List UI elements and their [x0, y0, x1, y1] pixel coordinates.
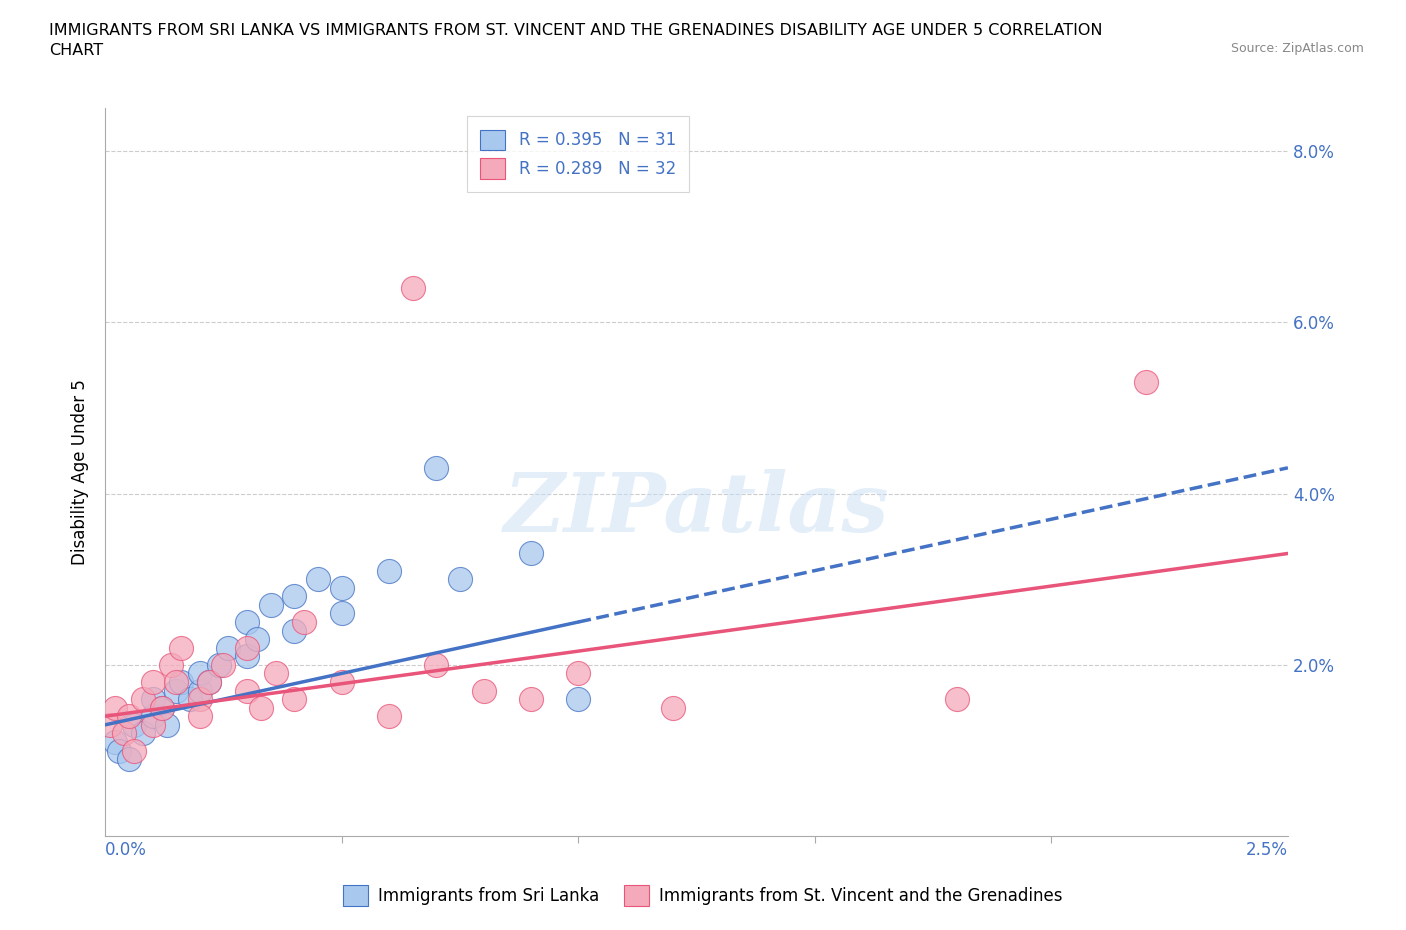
Text: 2.5%: 2.5%	[1246, 842, 1288, 859]
Point	[198, 674, 221, 689]
Point	[330, 606, 353, 621]
Text: ZIPatlas: ZIPatlas	[503, 469, 890, 549]
Legend: Immigrants from Sri Lanka, Immigrants from St. Vincent and the Grenadines: Immigrants from Sri Lanka, Immigrants fr…	[336, 879, 1070, 912]
Point	[330, 674, 353, 689]
Point	[250, 700, 273, 715]
Point	[212, 658, 235, 672]
Point	[236, 615, 259, 630]
Point	[307, 572, 329, 587]
Point	[236, 649, 259, 664]
Point	[217, 640, 239, 655]
Point	[520, 692, 543, 707]
Point	[567, 666, 589, 681]
Point	[378, 564, 401, 578]
Point	[567, 692, 589, 707]
Point	[165, 674, 187, 689]
Point	[188, 684, 211, 698]
Point	[945, 692, 967, 707]
Point	[208, 658, 231, 672]
Point	[141, 709, 163, 724]
Point	[246, 631, 269, 646]
Point	[425, 658, 447, 672]
Point	[264, 666, 287, 681]
Point	[449, 572, 471, 587]
Point	[236, 640, 259, 655]
Point	[1135, 375, 1157, 390]
Point	[472, 684, 495, 698]
Point	[170, 640, 193, 655]
Y-axis label: Disability Age Under 5: Disability Age Under 5	[72, 379, 89, 565]
Point	[141, 717, 163, 732]
Point	[179, 692, 201, 707]
Point	[104, 735, 127, 750]
Point	[283, 692, 305, 707]
Text: 0.0%: 0.0%	[105, 842, 148, 859]
Point	[132, 726, 155, 741]
Point	[188, 709, 211, 724]
Text: Source: ZipAtlas.com: Source: ZipAtlas.com	[1230, 42, 1364, 55]
Point	[425, 460, 447, 475]
Point	[141, 674, 163, 689]
Point	[402, 281, 425, 296]
Legend: R = 0.395   N = 31, R = 0.289   N = 32: R = 0.395 N = 31, R = 0.289 N = 32	[467, 116, 689, 192]
Point	[132, 692, 155, 707]
Point	[236, 684, 259, 698]
Point	[170, 674, 193, 689]
Point	[150, 700, 173, 715]
Point	[330, 580, 353, 595]
Point	[118, 709, 141, 724]
Point	[378, 709, 401, 724]
Point	[292, 615, 315, 630]
Point	[188, 692, 211, 707]
Point	[141, 692, 163, 707]
Point	[165, 684, 187, 698]
Point	[122, 743, 145, 758]
Point	[98, 717, 121, 732]
Point	[198, 674, 221, 689]
Point	[150, 700, 173, 715]
Point	[283, 623, 305, 638]
Point	[260, 597, 283, 612]
Point	[108, 743, 131, 758]
Point	[118, 751, 141, 766]
Point	[112, 726, 135, 741]
Point	[122, 717, 145, 732]
Point	[662, 700, 685, 715]
Point	[520, 546, 543, 561]
Text: IMMIGRANTS FROM SRI LANKA VS IMMIGRANTS FROM ST. VINCENT AND THE GRENADINES DISA: IMMIGRANTS FROM SRI LANKA VS IMMIGRANTS …	[49, 23, 1102, 58]
Point	[160, 658, 183, 672]
Point	[156, 717, 179, 732]
Point	[283, 589, 305, 604]
Point	[104, 700, 127, 715]
Point	[188, 666, 211, 681]
